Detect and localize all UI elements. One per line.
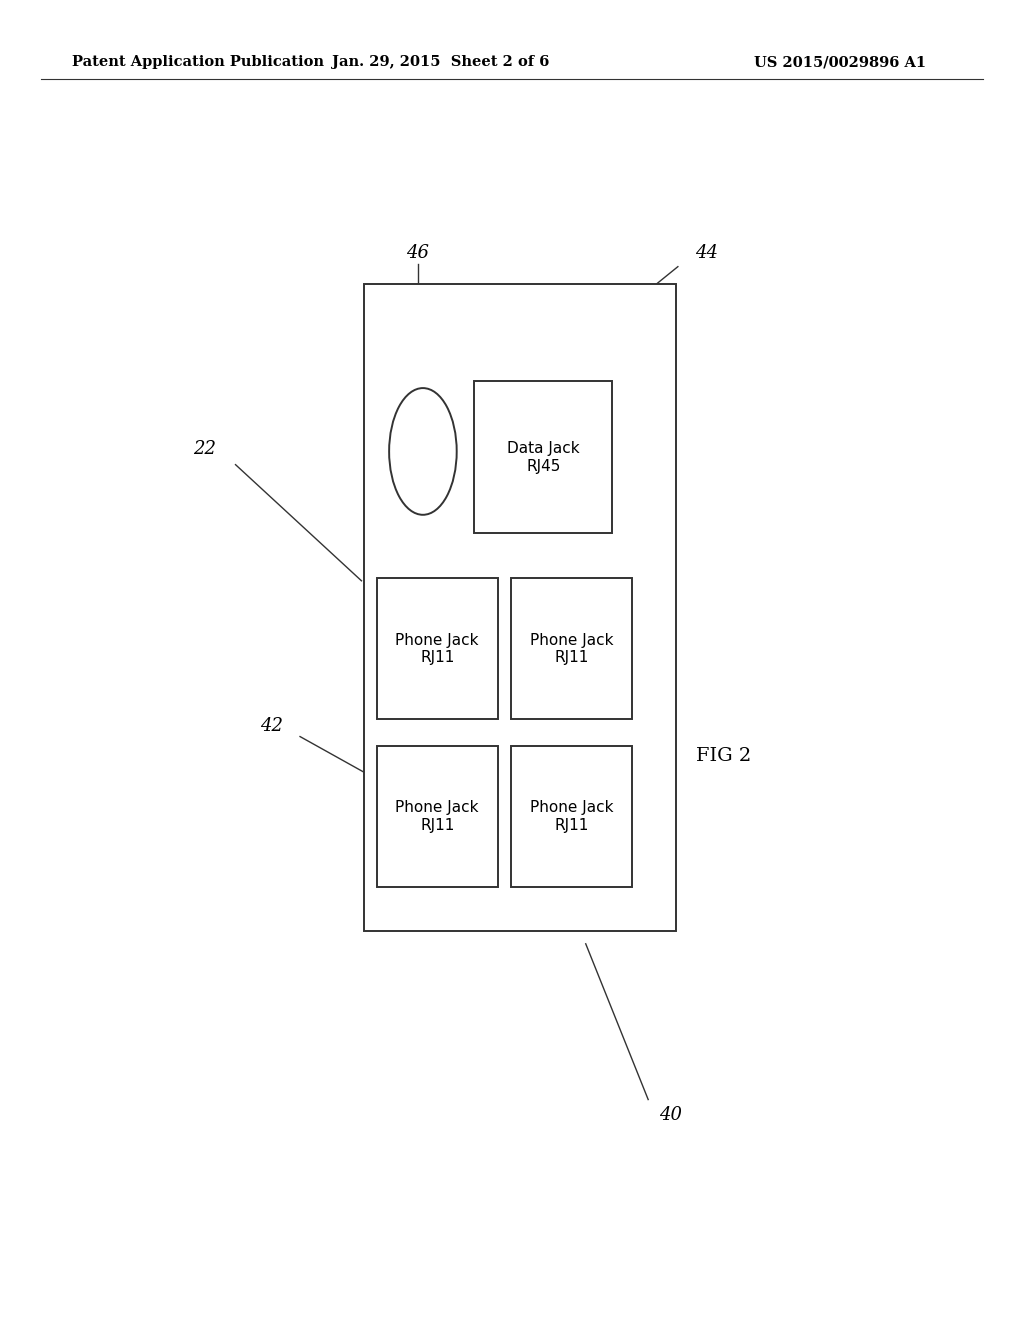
Text: 42: 42 (260, 717, 283, 735)
Bar (377, 578, 498, 719)
Text: Phone Jack
RJ11: Phone Jack RJ11 (529, 800, 613, 833)
Bar (377, 746, 498, 887)
Text: Phone Jack
RJ11: Phone Jack RJ11 (529, 632, 613, 665)
Text: 46: 46 (407, 244, 429, 263)
Text: Data Jack
RJ45: Data Jack RJ45 (507, 441, 580, 474)
Text: 44: 44 (695, 244, 718, 263)
Bar (364, 284, 676, 931)
Text: Patent Application Publication: Patent Application Publication (72, 55, 324, 69)
Text: FIG 2: FIG 2 (696, 747, 752, 766)
Bar (511, 746, 632, 887)
Bar (511, 578, 632, 719)
Text: Phone Jack
RJ11: Phone Jack RJ11 (395, 800, 479, 833)
Text: 22: 22 (194, 440, 216, 458)
Text: Jan. 29, 2015  Sheet 2 of 6: Jan. 29, 2015 Sheet 2 of 6 (332, 55, 549, 69)
Ellipse shape (389, 388, 457, 515)
Text: US 2015/0029896 A1: US 2015/0029896 A1 (754, 55, 926, 69)
Bar (474, 381, 612, 533)
Text: Phone Jack
RJ11: Phone Jack RJ11 (395, 632, 479, 665)
Text: 40: 40 (659, 1106, 682, 1125)
